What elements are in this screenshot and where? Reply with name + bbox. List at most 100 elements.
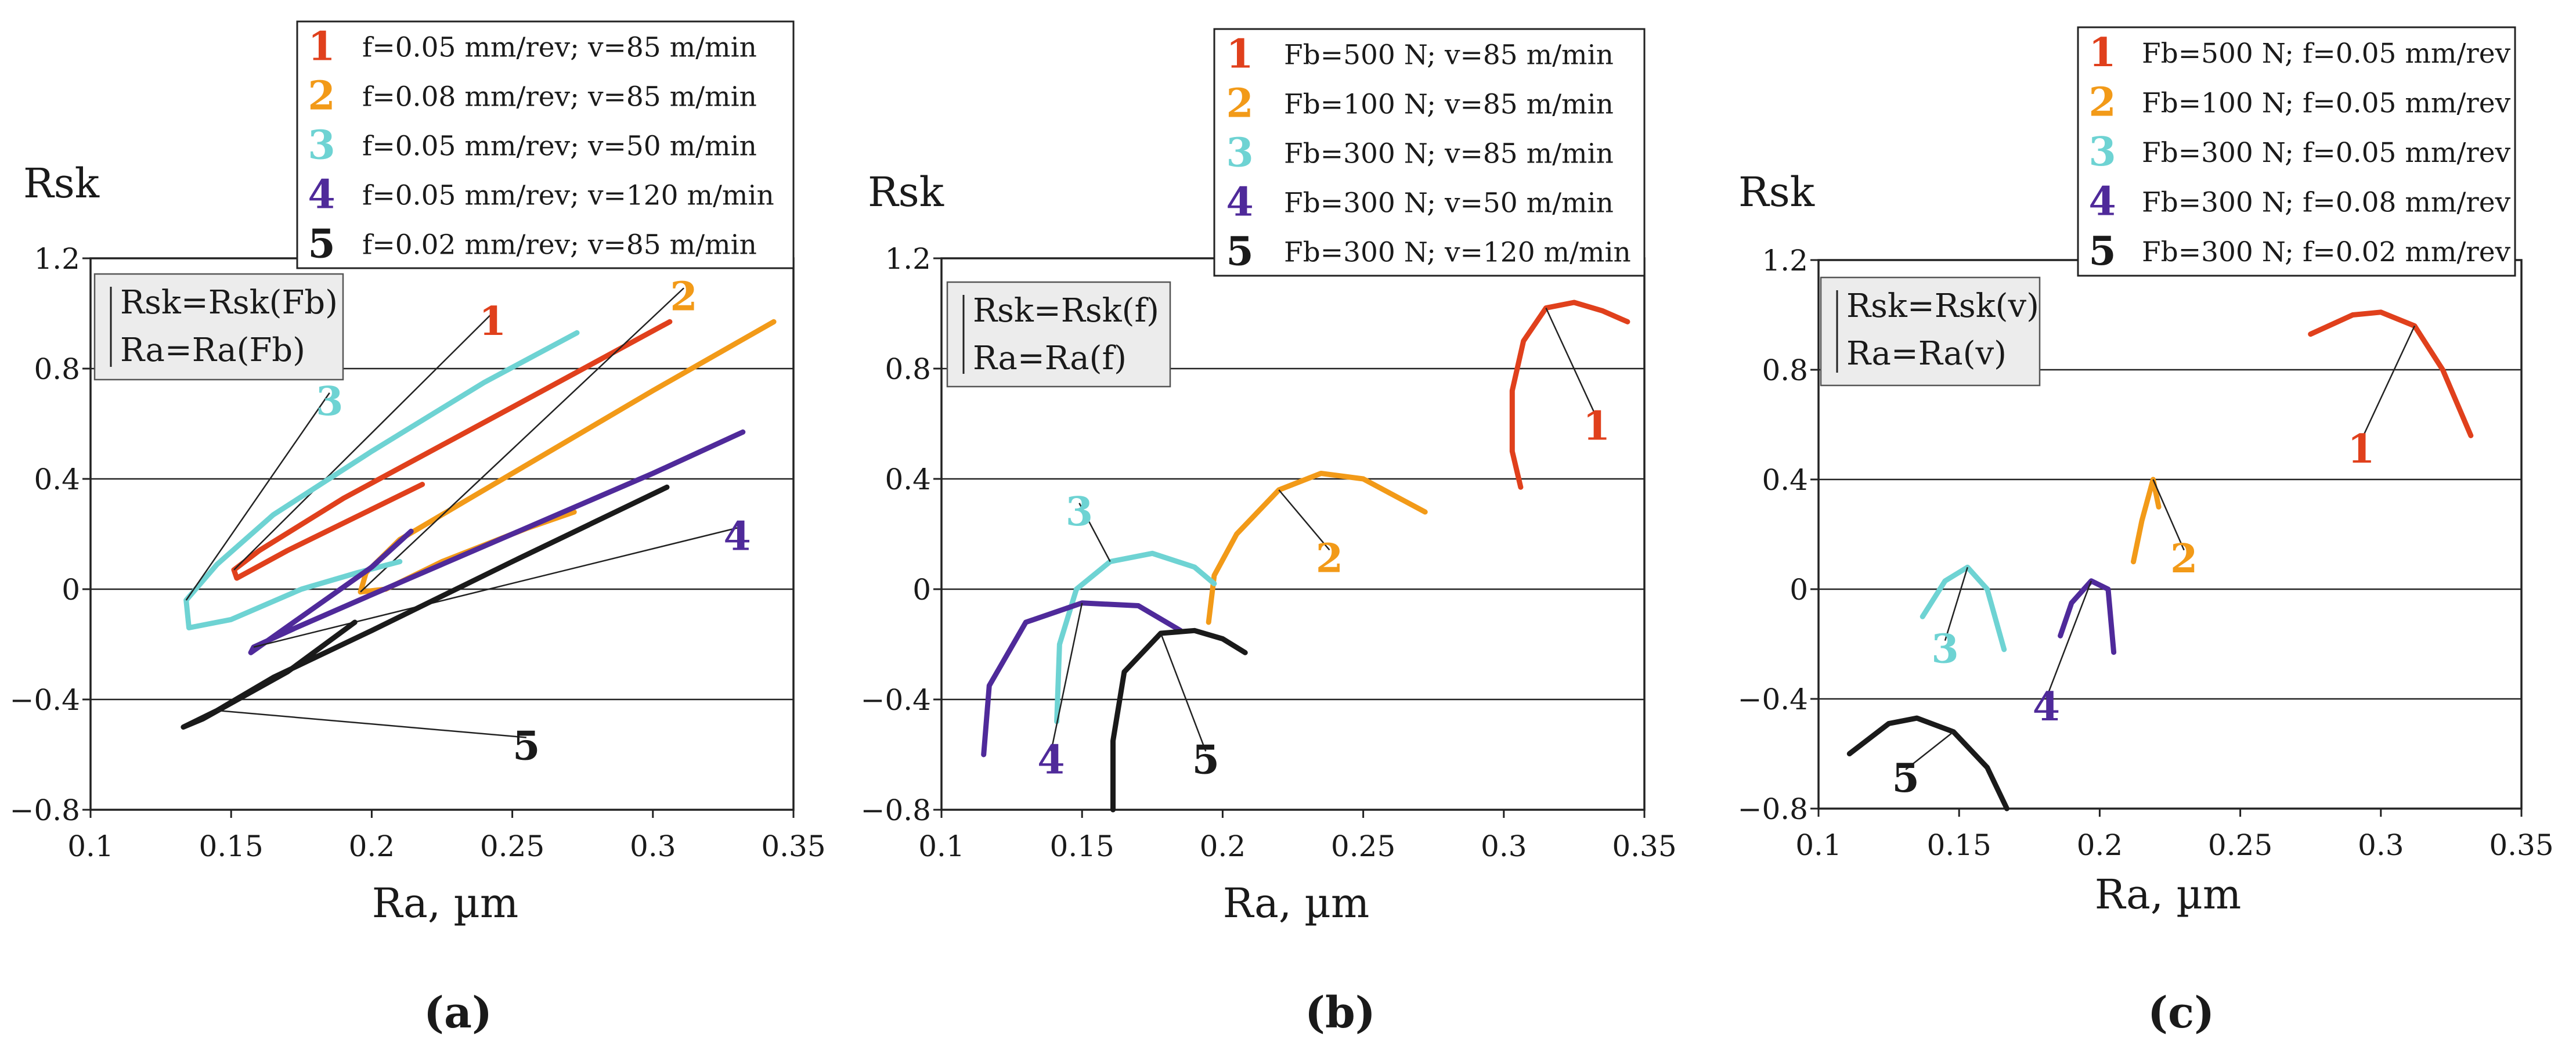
leader-line xyxy=(1050,603,1083,752)
note-box xyxy=(946,281,1171,388)
legend-label-2: Fb=100 N; f=0.05 mm/rev xyxy=(2142,87,2511,119)
legend-number-1: 1 xyxy=(308,24,335,70)
y-tick-label: 1.2 xyxy=(1762,244,1808,277)
x-tick-label: 0.1 xyxy=(67,829,114,863)
series-tag-4: 4 xyxy=(2033,684,2060,730)
y-tick-label: −0.8 xyxy=(1738,792,1808,826)
leader-line xyxy=(253,527,738,648)
legend-label-4: Fb=300 N; f=0.08 mm/rev xyxy=(2142,187,2511,219)
leader-line xyxy=(1545,307,1597,419)
series-line-5 xyxy=(1846,715,2009,811)
leader-line xyxy=(1905,731,1954,770)
legend-number-5: 5 xyxy=(1226,229,1253,275)
legend-label-3: f=0.05 mm/rev; v=50 m/min xyxy=(362,131,757,163)
legend-number-2: 2 xyxy=(308,73,335,120)
series-tag-5: 5 xyxy=(513,723,540,770)
x-axis-label: Ra, µm xyxy=(2095,871,2241,918)
series-tag-5: 5 xyxy=(1192,737,1220,783)
x-tick-label: 0.25 xyxy=(480,829,544,863)
chart-panel-1: 1.2 0.8 0.4 0 −0.4 −0.80.1 0.15 0.2 0.25 0.3 0.35 R… xyxy=(10,20,826,1038)
legend-label-4: Fb=300 N; v=50 m/min xyxy=(1284,187,1614,219)
legend-label-1: f=0.05 mm/rev; v=85 m/min xyxy=(362,32,757,64)
series-tag-1: 1 xyxy=(2347,426,2375,473)
series-tag-3: 3 xyxy=(1931,626,1958,673)
legend-label-3: Fb=300 N; f=0.05 mm/rev xyxy=(2142,137,2511,169)
leader-line xyxy=(2045,580,2092,699)
note-text: Ra=Ra(Fb) xyxy=(120,331,305,369)
panel-label: (c) xyxy=(2148,988,2214,1038)
legend-number-2: 2 xyxy=(2088,79,2116,125)
legend-number-5: 5 xyxy=(2088,228,2116,275)
legend-number-3: 3 xyxy=(1226,130,1253,176)
note-text: Rsk=Rsk(v) xyxy=(1846,287,2039,325)
x-tick-label: 0.15 xyxy=(199,829,264,863)
legend-box xyxy=(296,20,795,269)
y-tick-label: 0.4 xyxy=(1762,463,1808,497)
x-tick-label: 0.2 xyxy=(349,829,395,863)
y-tick-label: 0 xyxy=(62,573,80,607)
series-line-2 xyxy=(2131,477,2162,565)
legend-box xyxy=(1213,28,1646,277)
x-tick-label: 0.25 xyxy=(1331,829,1395,863)
series-tag-2: 2 xyxy=(1316,536,1343,582)
y-tick-label: 0 xyxy=(1790,573,1808,607)
leader-line xyxy=(1078,503,1111,562)
panel-label: (a) xyxy=(424,988,492,1038)
y-tick-label: −0.4 xyxy=(10,683,80,717)
series-line-4 xyxy=(248,429,746,655)
y-tick-label: 0 xyxy=(912,573,931,607)
legend-label-5: Fb=300 N; v=120 m/min xyxy=(1284,237,1631,269)
series-line-1 xyxy=(1509,300,1630,490)
legend-label-4: f=0.05 mm/rev; v=120 m/min xyxy=(362,180,774,212)
series-line-4 xyxy=(2058,578,2117,655)
y-tick-label: 0.4 xyxy=(34,463,80,496)
leader-line xyxy=(2360,325,2416,441)
legend-label-2: Fb=100 N; v=85 m/min xyxy=(1284,89,1614,121)
series-line-1 xyxy=(231,319,673,581)
legend-label-5: Fb=300 N; f=0.02 mm/rev xyxy=(2142,236,2511,268)
legend-label-2: f=0.08 mm/rev; v=85 m/min xyxy=(362,81,757,113)
series-tag-5: 5 xyxy=(1892,755,1920,802)
legend-number-1: 1 xyxy=(2088,30,2116,76)
x-tick-label: 0.25 xyxy=(2208,828,2272,862)
series-tag-4: 4 xyxy=(1037,737,1065,783)
leader-line xyxy=(1160,633,1207,752)
series-line-1 xyxy=(2308,309,2474,438)
legend-label-3: Fb=300 N; v=85 m/min xyxy=(1284,138,1614,170)
y-axis-label: Rsk xyxy=(868,168,944,216)
x-tick-label: 0.1 xyxy=(1795,828,1842,862)
y-tick-label: −0.8 xyxy=(10,794,80,827)
legend-label-5: f=0.02 mm/rev; v=85 m/min xyxy=(362,229,757,261)
x-tick-label: 0.3 xyxy=(630,829,676,863)
x-tick-label: 0.1 xyxy=(918,829,965,863)
x-tick-label: 0.3 xyxy=(2358,828,2404,862)
series-tag-2: 2 xyxy=(2170,536,2198,582)
y-tick-label: 0.8 xyxy=(34,352,80,386)
note-text: Rsk=Rsk(Fb) xyxy=(120,284,338,322)
legend-number-4: 4 xyxy=(308,172,335,218)
note-text: Ra=Ra(f) xyxy=(973,340,1127,377)
leader-line xyxy=(1278,489,1330,551)
y-axis-label: Rsk xyxy=(23,160,100,207)
series-tag-2: 2 xyxy=(670,273,697,320)
leader-line xyxy=(233,312,493,571)
leader-line xyxy=(2152,479,2185,551)
x-tick-label: 0.35 xyxy=(761,829,825,863)
panel-label: (b) xyxy=(1305,988,1376,1038)
series-tag-3: 3 xyxy=(316,378,343,425)
series-tag-4: 4 xyxy=(723,514,751,560)
x-axis-label: Ra, µm xyxy=(372,879,518,927)
leader-line xyxy=(217,709,526,738)
y-tick-label: 0.4 xyxy=(885,463,931,496)
note-box xyxy=(1820,276,2041,387)
note-text: Ra=Ra(v) xyxy=(1846,335,2007,373)
legend-number-4: 4 xyxy=(2088,179,2116,225)
x-tick-label: 0.3 xyxy=(1481,829,1527,863)
x-tick-label: 0.15 xyxy=(1927,828,1991,862)
y-tick-label: 0.8 xyxy=(885,352,931,386)
legend-number-3: 3 xyxy=(2088,129,2116,175)
x-tick-label: 0.15 xyxy=(1050,829,1114,863)
y-tick-label: −0.8 xyxy=(861,794,931,827)
series-tag-1: 1 xyxy=(479,298,506,345)
